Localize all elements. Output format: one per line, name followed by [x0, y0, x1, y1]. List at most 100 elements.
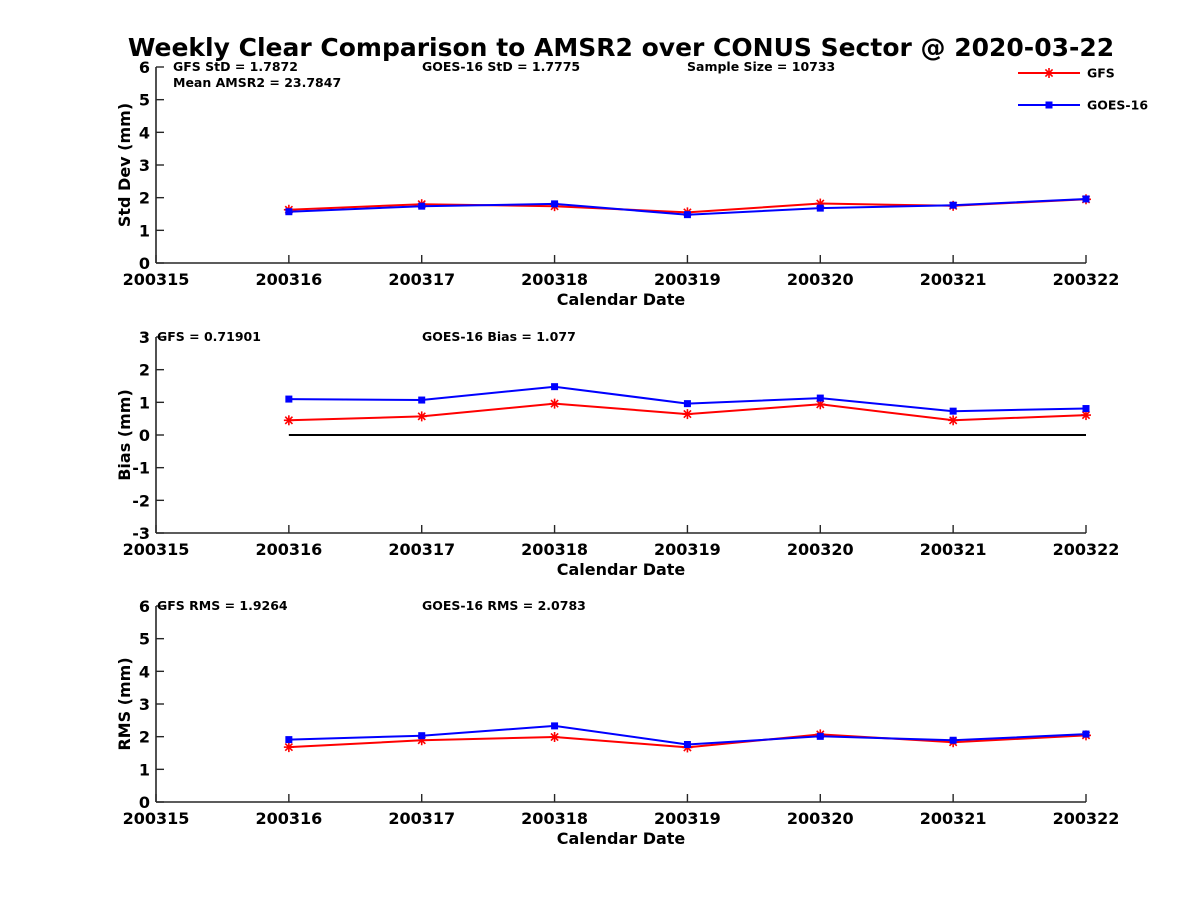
x-tick-label: 200316 — [255, 809, 322, 828]
data-point — [418, 396, 426, 404]
legend-label: GOES-16 — [1087, 98, 1148, 113]
y-tick-label: 1 — [139, 221, 150, 240]
y-tick-label: 6 — [139, 597, 150, 616]
x-tick-label: 200322 — [1053, 540, 1120, 559]
y-axis-label: Bias (mm) — [115, 389, 134, 481]
y-tick-label: 0 — [139, 793, 150, 812]
stat-annotation: GOES-16 Bias = 1.077 — [422, 329, 576, 344]
x-tick-label: 200318 — [521, 270, 588, 289]
x-tick-label: 200318 — [521, 540, 588, 559]
data-point — [816, 204, 824, 212]
y-tick-label: 3 — [139, 156, 150, 175]
y-tick-label: -2 — [132, 491, 150, 510]
stat-annotation: GFS = 0.71901 — [157, 329, 261, 344]
data-point — [551, 200, 559, 208]
data-point — [1082, 195, 1090, 203]
y-tick-label: 1 — [139, 393, 150, 412]
x-tick-label: 200321 — [920, 540, 987, 559]
x-tick-label: 200316 — [255, 540, 322, 559]
x-tick-label: 200315 — [123, 540, 190, 559]
stat-annotation: GOES-16 StD = 1.7775 — [422, 59, 580, 74]
x-tick-label: 200316 — [255, 270, 322, 289]
y-tick-label: -1 — [132, 459, 150, 478]
y-tick-label: 6 — [139, 58, 150, 77]
series-goes-16 — [285, 195, 1090, 219]
data-point — [551, 383, 559, 391]
data-point — [551, 722, 559, 730]
chart-title: Weekly Clear Comparison to AMSR2 over CO… — [128, 33, 1114, 62]
stat-annotation: Mean AMSR2 = 23.7847 — [173, 75, 341, 90]
series-line — [288, 385, 1087, 413]
x-tick-label: 200320 — [787, 809, 854, 828]
data-point — [283, 415, 294, 426]
data-point — [1082, 405, 1090, 413]
x-tick-label: 200317 — [388, 270, 455, 289]
data-point — [549, 398, 560, 409]
y-tick-label: 4 — [139, 662, 150, 681]
y-axis-label: Std Dev (mm) — [115, 103, 134, 227]
y-tick-label: 3 — [139, 328, 150, 347]
stat-annotation: GOES-16 RMS = 2.0783 — [422, 598, 586, 613]
y-tick-label: 5 — [139, 630, 150, 649]
y-tick-label: 2 — [139, 189, 150, 208]
legend-label: GFS — [1087, 66, 1115, 81]
y-tick-label: 2 — [139, 728, 150, 747]
x-tick-label: 200319 — [654, 809, 721, 828]
panel-bias: -3 -2 -1 0 1 2 3 200315 200316 200317 200318 200319… — [115, 328, 1119, 579]
data-point — [683, 400, 691, 408]
y-tick-label: 5 — [139, 91, 150, 110]
stat-annotation: GFS StD = 1.7872 — [173, 59, 298, 74]
x-tick-label: 200317 — [388, 809, 455, 828]
y-tick-label: -3 — [132, 524, 150, 543]
data-point — [949, 736, 957, 744]
data-point — [816, 732, 824, 740]
x-tick-label: 200319 — [654, 270, 721, 289]
panel-std: 0 1 2 3 4 5 6 200315 200316 200317 200318 200319 200… — [115, 58, 1119, 309]
series-gfs — [283, 398, 1091, 426]
x-tick-label: 200315 — [123, 809, 190, 828]
x-tick-label: 200319 — [654, 540, 721, 559]
legend-marker — [1045, 101, 1053, 109]
x-axis-label: Calendar Date — [557, 560, 686, 579]
legend-item-goes-16: GOES-16 — [1018, 98, 1148, 113]
y-tick-label: 0 — [139, 426, 150, 445]
legend-marker — [1044, 68, 1054, 78]
data-point — [1082, 730, 1090, 738]
data-point — [949, 201, 957, 209]
legend-item-gfs: GFS — [1018, 66, 1115, 81]
data-point — [682, 409, 693, 420]
x-tick-label: 200315 — [123, 270, 190, 289]
x-tick-label: 200322 — [1053, 270, 1120, 289]
data-point — [285, 736, 293, 744]
x-tick-label: 200320 — [787, 540, 854, 559]
data-point — [418, 732, 426, 740]
x-axis-label: Calendar Date — [557, 290, 686, 309]
data-point — [285, 208, 293, 216]
stat-annotation: GFS RMS = 1.9264 — [157, 598, 288, 613]
x-tick-label: 200320 — [787, 270, 854, 289]
y-tick-label: 2 — [139, 361, 150, 380]
y-tick-label: 0 — [139, 254, 150, 273]
x-tick-label: 200321 — [920, 809, 987, 828]
series-goes-16 — [285, 722, 1090, 749]
stat-annotation: Sample Size = 10733 — [687, 59, 835, 74]
data-point — [283, 742, 294, 753]
data-point — [285, 395, 293, 403]
data-point — [949, 407, 957, 415]
data-point — [683, 741, 691, 749]
series-gfs — [283, 729, 1091, 753]
x-tick-label: 200321 — [920, 270, 987, 289]
x-tick-label: 200322 — [1053, 809, 1120, 828]
y-tick-label: 4 — [139, 123, 150, 142]
series-goes-16 — [285, 383, 1090, 415]
x-tick-label: 200317 — [388, 540, 455, 559]
y-tick-label: 1 — [139, 760, 150, 779]
data-point — [1081, 410, 1091, 421]
data-point — [418, 202, 426, 210]
data-point — [816, 394, 824, 402]
data-point — [948, 415, 959, 426]
data-point — [549, 731, 560, 742]
data-point — [815, 399, 826, 410]
